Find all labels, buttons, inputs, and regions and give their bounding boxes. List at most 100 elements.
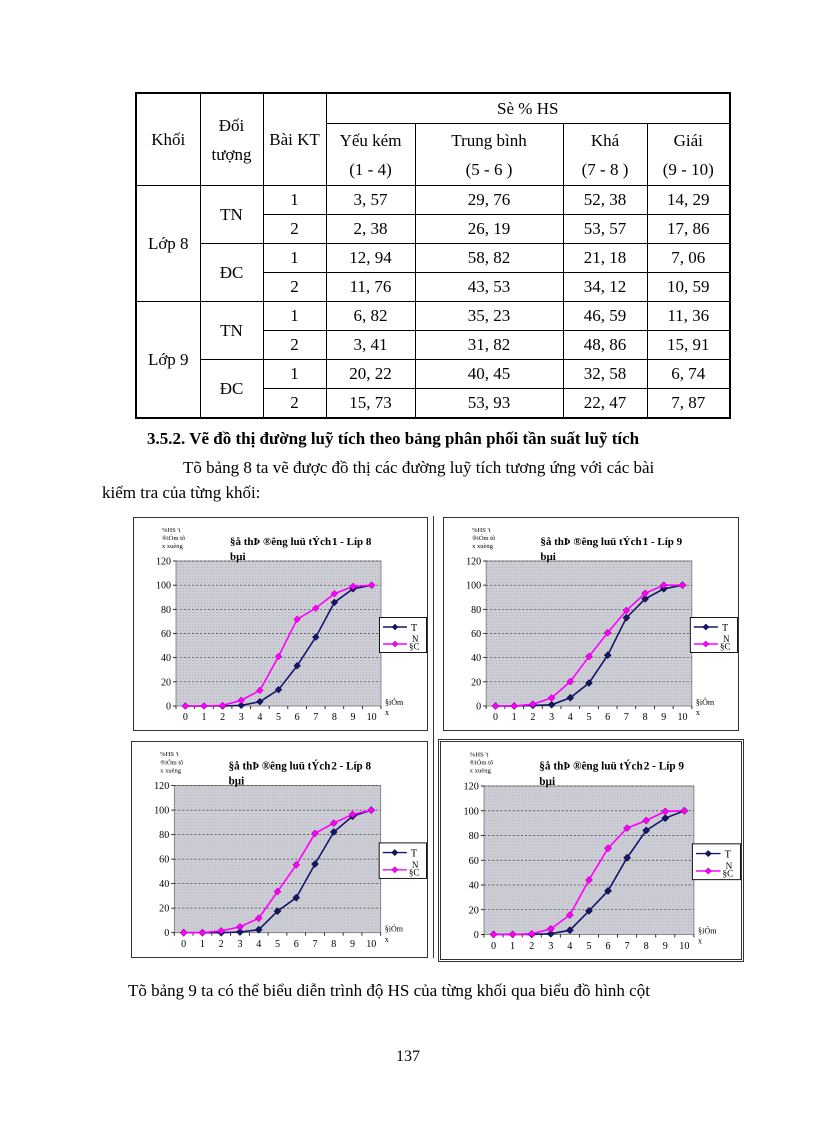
header-yeu-kem: Yếu kém (1 - 4) (325, 123, 416, 186)
y-tick-label: 20 (469, 905, 479, 916)
table-cell: 11, 36 (646, 301, 731, 331)
header-doi-tuong-line2: tượng (211, 144, 252, 164)
data-point (292, 861, 301, 869)
data-point (641, 595, 649, 603)
x-tick-label: 3 (549, 712, 554, 723)
data-point (529, 700, 537, 708)
y-tick-label: 0 (164, 928, 169, 939)
group-range: (5 - 6 ) (465, 159, 513, 179)
legend-label-tn-wrap: N (412, 634, 419, 644)
legend-marker (391, 640, 399, 648)
y-tick-label: 40 (159, 879, 169, 890)
cell-bai: 1 (262, 185, 327, 215)
legend-label-tn: T (722, 623, 728, 634)
data-point (604, 844, 612, 853)
chart-luytich-bai1-lop9: 0 20 40 60 80 100 120 0 1 2 3 4 5 6 7 8 9 10 §å thÞ ®êng l… (443, 517, 739, 731)
data-point (311, 860, 319, 868)
x-tick-label: 5 (586, 712, 591, 723)
data-point (200, 702, 208, 710)
data-point (566, 694, 575, 702)
cell-doituong: TN (199, 301, 264, 360)
data-point (256, 686, 264, 695)
x-tick-label: 1 (201, 712, 206, 723)
chart-title-wrap: bµi (540, 551, 556, 563)
legend-label-tn-wrap: N (412, 860, 419, 870)
x-tick-label: 7 (312, 939, 317, 950)
chart-luytich-bai2-lop9: 0 20 40 60 80 100 120 0 1 2 3 4 5 6 7 8 9 10 §å thÞ ®êng l… (438, 739, 744, 962)
y-tick-label: 0 (476, 702, 481, 713)
data-point (348, 810, 357, 819)
table-cell: 15, 73 (325, 388, 416, 419)
legend-label-tn: T (725, 850, 732, 861)
legend-label-tn: T (411, 623, 417, 634)
group-range: (7 - 8 ) (581, 159, 629, 179)
x-tick-label: 8 (331, 939, 336, 950)
data-point (274, 685, 283, 694)
y-tick-label: 20 (161, 677, 171, 688)
chart-title-suffix: 2 - Líp 9 (644, 761, 685, 773)
data-point (237, 696, 245, 705)
y-tick-label: 120 (466, 557, 481, 568)
y-tick-label: 20 (159, 904, 169, 915)
header-kha: Khá (7 - 8 ) (562, 123, 648, 186)
legend-marker (704, 867, 712, 875)
x-axis-label: §iÓm (696, 697, 715, 707)
data-point (547, 694, 556, 702)
paragraph-line1: Tõ bảng 8 ta vẽ được đồ thị các đường lu… (183, 458, 655, 477)
paragraph-line2: kiểm tra của từng khối: (102, 483, 261, 502)
data-point (367, 581, 376, 589)
section-heading: 3.5.2. Vẽ đồ thị đường luỹ tích theo bản… (147, 429, 640, 448)
table-cell: 22, 47 (562, 388, 648, 419)
chart-title-wrap: bµi (539, 776, 555, 788)
y-tick-label: 60 (161, 629, 171, 640)
cell-bai: 2 (262, 330, 327, 360)
table-cell: 14, 29 (646, 185, 731, 215)
data-point (641, 589, 649, 598)
cell-doituong: ĐC (199, 243, 264, 302)
x-tick-label: 5 (586, 941, 591, 952)
data-point (642, 826, 651, 835)
x-axis-label: §iÓm (698, 925, 717, 935)
table-cell: 7, 87 (646, 388, 731, 419)
x-tick-label: 1 (512, 712, 517, 723)
cell-bai: 1 (262, 243, 327, 273)
table-cell: 52, 38 (562, 185, 648, 215)
legend-marker (391, 849, 399, 856)
header-giai: Giái (9 - 10) (646, 123, 731, 186)
table-cell: 3, 57 (325, 185, 416, 215)
data-point (585, 876, 593, 884)
chart-luytich-bai1-lop8: 0 20 40 60 80 100 120 0 1 2 3 4 5 6 7 8 9 10 §å thÞ ®êng l… (133, 517, 428, 731)
data-point (566, 926, 574, 935)
frequency-table: Khối Đối tượng Bài KT Sè % HS Yếu kém (1… (135, 92, 731, 419)
x-tick-label: 10 (367, 712, 377, 723)
y-tick-label: 100 (466, 581, 481, 592)
group-name: Trung bình (451, 130, 527, 150)
x-tick-label: 9 (661, 712, 666, 723)
table-cell: 26, 19 (414, 214, 564, 244)
header-doi-tuong-line1: Đối (218, 115, 245, 135)
y-tick-label: 100 (154, 806, 169, 817)
y-tick-label: 80 (469, 831, 479, 842)
data-point (179, 928, 188, 937)
header-bai-kt: Bài KT (262, 92, 327, 186)
x-tick-label: 10 (677, 712, 687, 723)
table-cell: 53, 93 (414, 388, 564, 419)
data-point (217, 927, 225, 935)
y-tick-label: 80 (471, 605, 481, 616)
data-point (489, 930, 498, 939)
x-tick-label: 3 (548, 941, 553, 952)
data-point (330, 598, 339, 607)
legend-label-dc: §C (409, 642, 420, 652)
legend-box (378, 842, 427, 879)
table-cell: 11, 76 (325, 272, 416, 302)
data-point (274, 652, 283, 661)
data-point (642, 816, 651, 825)
cell-bai: 2 (262, 272, 327, 302)
y-tick-label: 20 (471, 677, 481, 688)
cell-doituong: TN (199, 185, 264, 244)
y-tick-label: 120 (154, 781, 169, 792)
cell-khoi-lop9: Lớp 9 (135, 301, 201, 419)
chart-title: §å thÞ ®êng luü tÝch (540, 536, 641, 548)
table-cell: 53, 57 (562, 214, 648, 244)
data-point (218, 701, 227, 710)
